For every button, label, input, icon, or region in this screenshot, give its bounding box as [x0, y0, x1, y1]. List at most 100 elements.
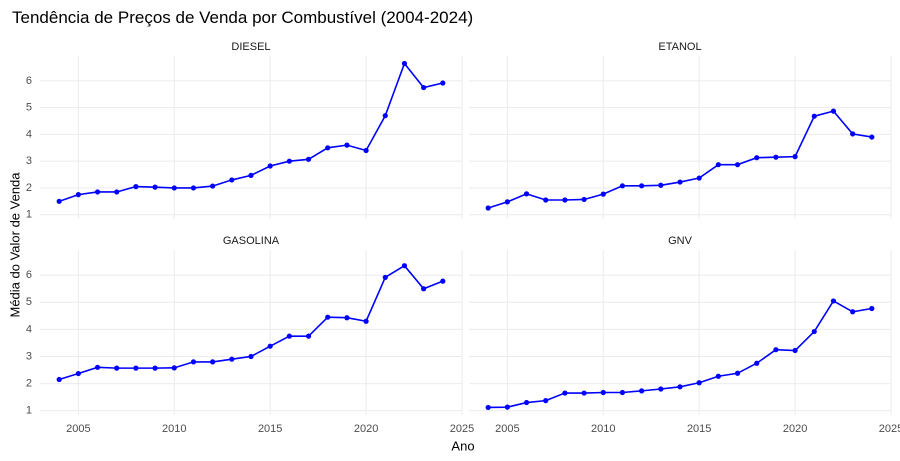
data-point: [401, 263, 408, 269]
data-point: [485, 404, 491, 411]
data-point: [696, 380, 702, 386]
data-point: [171, 365, 177, 371]
data-point: [504, 404, 510, 410]
data-point: [305, 333, 312, 339]
y-tick-label: 5: [26, 102, 32, 114]
data-point: [248, 172, 254, 178]
data-point: [523, 399, 530, 406]
data-point: [171, 185, 177, 191]
data-point: [363, 147, 369, 154]
data-point: [562, 390, 568, 396]
data-point: [94, 364, 101, 370]
data-point: [344, 142, 350, 148]
x-axis-title: Ano: [451, 438, 474, 453]
data-point: [325, 314, 331, 320]
y-tick-label: 5: [26, 296, 32, 308]
data-point: [639, 388, 645, 394]
data-point: [639, 183, 645, 189]
data-point: [133, 365, 139, 371]
data-point: [543, 197, 549, 203]
strip-label: GASOLINA: [223, 235, 280, 247]
data-point: [114, 365, 120, 371]
y-tick-label: 3: [26, 350, 32, 362]
data-point: [114, 189, 120, 195]
data-point: [229, 356, 235, 362]
data-point: [773, 154, 779, 160]
data-point: [869, 305, 875, 312]
data-point: [229, 177, 235, 183]
series-line: [487, 110, 872, 209]
data-point: [715, 373, 721, 379]
y-tick-label: 2: [26, 182, 32, 194]
data-point: [401, 60, 408, 67]
data-point: [677, 179, 683, 185]
data-point: [543, 398, 549, 404]
data-point: [869, 134, 875, 140]
x-tick-label: 2010: [162, 423, 186, 435]
data-point: [696, 175, 702, 181]
data-point: [792, 347, 798, 354]
series-line: [58, 264, 444, 381]
x-tick-label: 2015: [687, 423, 711, 435]
y-axis-title: Média do Valor de Venda: [7, 172, 22, 318]
data-point: [152, 184, 158, 190]
data-point: [382, 113, 388, 119]
data-point: [773, 347, 779, 353]
y-tick-label: 4: [26, 128, 32, 140]
data-point: [754, 155, 760, 161]
strip-label: ETANOL: [658, 41, 701, 53]
y-tick-label: 2: [26, 377, 32, 389]
data-point: [421, 286, 427, 292]
data-point: [440, 80, 446, 86]
series-line: [58, 61, 444, 203]
x-tick-label: 2010: [591, 423, 615, 435]
data-point: [248, 353, 254, 360]
data-point: [811, 113, 817, 119]
data-point: [267, 163, 273, 169]
data-point: [190, 185, 197, 191]
data-point: [210, 359, 216, 365]
x-tick-label: 2020: [354, 423, 378, 435]
data-point: [581, 196, 587, 203]
data-point: [792, 154, 798, 160]
data-point: [600, 389, 606, 396]
data-point: [485, 205, 491, 211]
data-point: [811, 328, 817, 335]
data-point: [382, 274, 388, 280]
x-tick-label: 2025: [879, 423, 900, 435]
strip-label: DIESEL: [231, 41, 270, 53]
y-tick-label: 4: [26, 323, 32, 335]
series-line: [488, 299, 872, 409]
data-point: [523, 191, 530, 197]
data-point: [600, 191, 606, 197]
data-point: [286, 158, 292, 164]
data-point: [56, 198, 62, 204]
data-point: [363, 318, 369, 324]
data-point: [94, 189, 101, 195]
data-point: [152, 365, 158, 371]
data-point: [267, 343, 273, 349]
data-point: [286, 333, 292, 339]
data-point: [421, 84, 427, 91]
data-point: [562, 197, 568, 203]
y-tick-label: 1: [26, 209, 32, 221]
data-point: [305, 156, 312, 162]
data-point: [190, 359, 197, 365]
data-point: [581, 390, 587, 396]
data-point: [56, 376, 62, 383]
data-point: [619, 183, 626, 189]
x-tick-label: 2005: [495, 423, 519, 435]
data-point: [75, 370, 81, 377]
data-point: [504, 199, 510, 205]
x-tick-label: 2005: [66, 423, 90, 435]
data-point: [715, 162, 721, 168]
data-point: [850, 309, 856, 315]
data-point: [734, 162, 741, 168]
data-point: [734, 370, 741, 376]
y-tick-label: 3: [26, 155, 32, 167]
x-tick-label: 2025: [450, 423, 474, 435]
y-tick-label: 6: [26, 269, 32, 281]
data-point: [754, 360, 760, 366]
data-point: [325, 145, 331, 151]
data-point: [210, 183, 216, 189]
